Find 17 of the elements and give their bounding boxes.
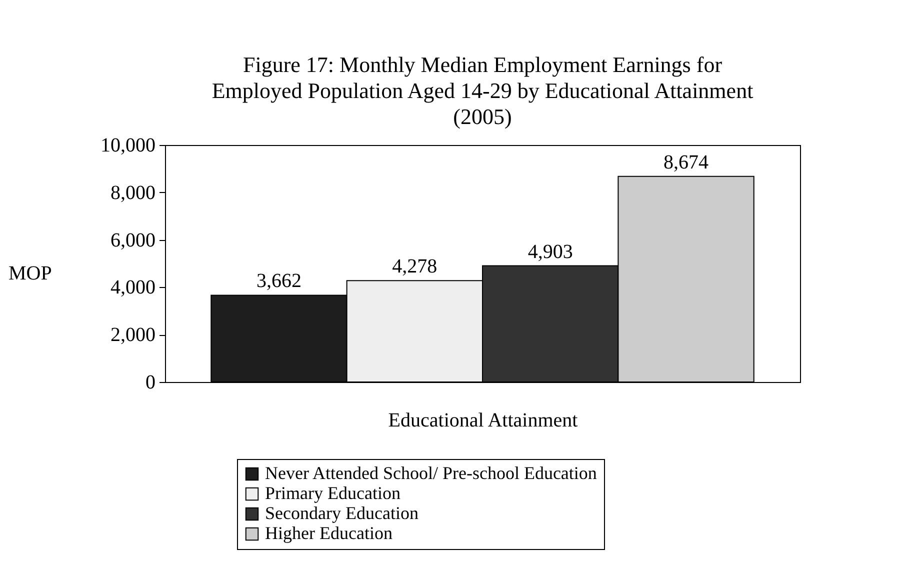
- data-label: 4,903: [528, 240, 573, 263]
- y-tick-label: 4,000: [110, 276, 156, 299]
- y-tick-label: 8,000: [110, 182, 156, 204]
- y-tick-label: 2,000: [110, 324, 156, 346]
- chart-title: Figure 17: Monthly Median Employment Earnings for Employed Population Aged 14-29 by Educational Attainment (2005): [212, 52, 754, 129]
- y-tick-label: 10,000: [100, 134, 156, 156]
- data-label: 8,674: [664, 151, 709, 174]
- data-label: 4,278: [392, 256, 438, 278]
- legend-label: Secondary Education: [265, 503, 418, 523]
- data-label: 3,662: [256, 270, 302, 292]
- legend-label: Higher Education: [265, 523, 392, 543]
- y-tick-label: 0: [146, 372, 156, 394]
- legend-label: Never Attended School/ Pre-school Education: [265, 463, 597, 483]
- y-tick-label: 6,000: [110, 229, 156, 252]
- x-axis-title: Educational Attainment: [388, 410, 578, 432]
- y-axis-title: MOP: [8, 262, 52, 284]
- legend-label: Primary Education: [265, 483, 400, 503]
